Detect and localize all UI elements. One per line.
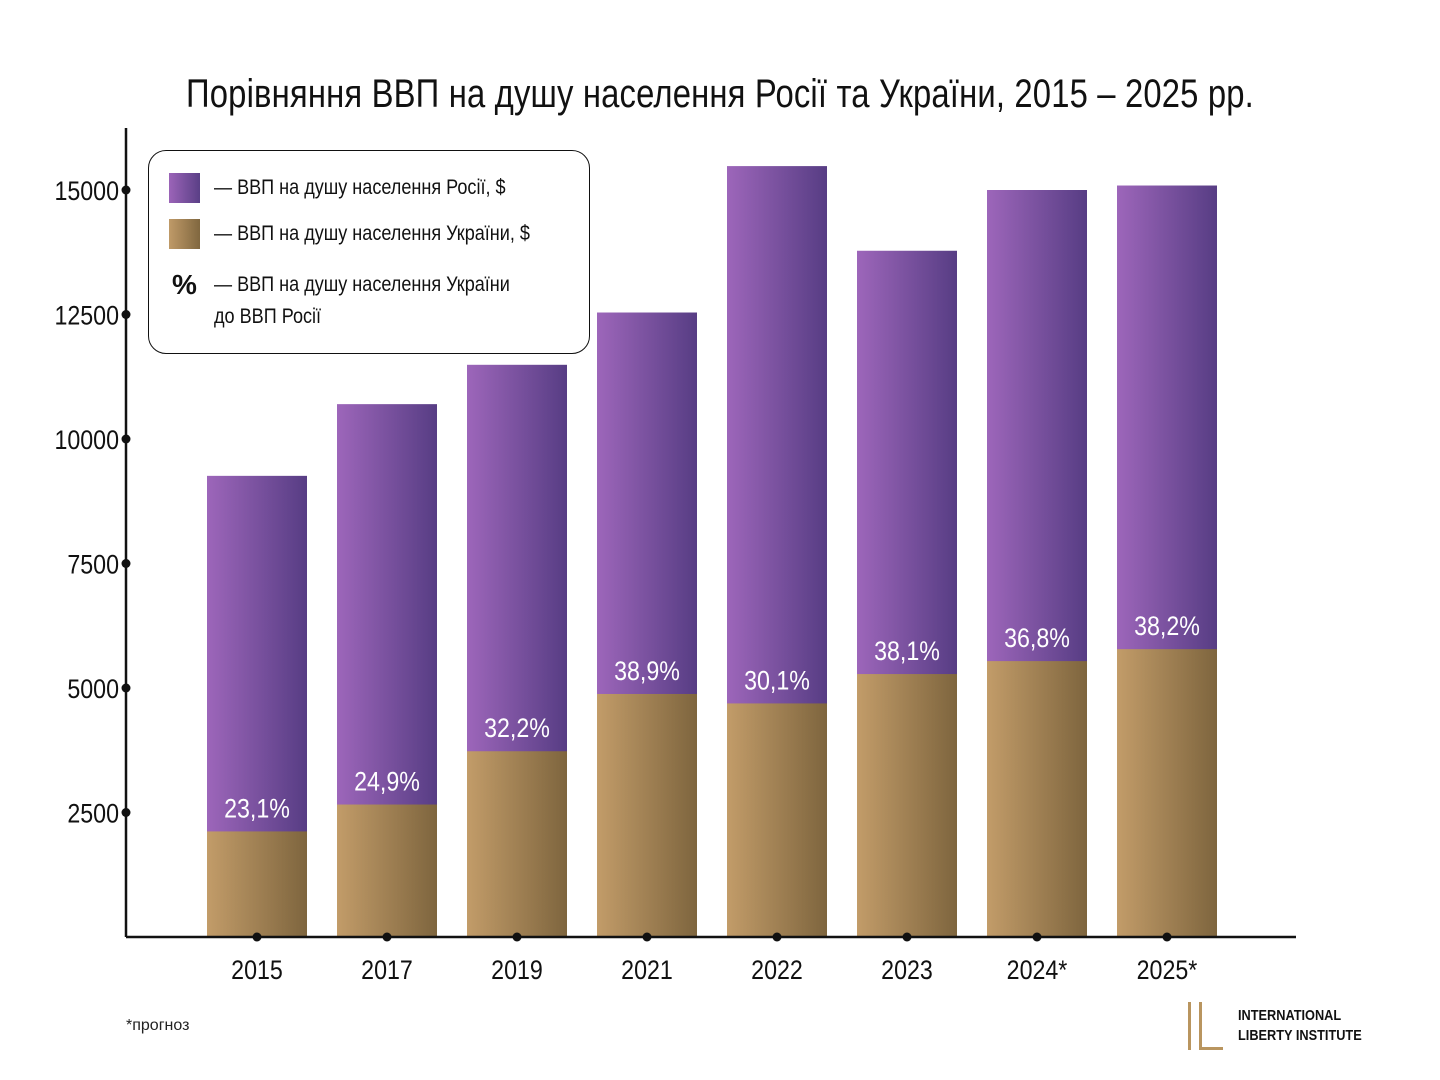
chart-title: Порівняння ВВП на душу населення Росії т… [186, 72, 1254, 116]
legend-label-ukraine: — ВВП на душу населення України, $ [214, 222, 530, 245]
x-tick-dot [512, 932, 522, 942]
bar-ukraine [1117, 649, 1217, 937]
y-tick-dot [121, 559, 131, 568]
y-tick-label: 15000 [54, 176, 119, 206]
bar-ukraine [467, 751, 567, 937]
ratio-label: 38,2% [1134, 612, 1200, 642]
x-tick-dot [1032, 932, 1042, 942]
ratio-label: 36,8% [1004, 624, 1070, 654]
x-tick-dot [1162, 932, 1172, 942]
x-tick-dot [902, 932, 912, 942]
bar-ukraine [597, 693, 697, 937]
y-tick-label: 2500 [67, 799, 119, 829]
ratio-label: 38,1% [874, 636, 940, 666]
x-tick-label: 2015 [231, 955, 283, 985]
bar-ukraine [727, 703, 827, 937]
x-tick-label: 2022 [751, 955, 803, 985]
x-tick-dot [642, 932, 652, 942]
ratio-label: 23,1% [224, 794, 290, 824]
logo-line1: International [1238, 1007, 1342, 1024]
x-tick-label: 2017 [361, 955, 413, 985]
ratio-label: 32,2% [484, 714, 550, 744]
bar-ukraine [857, 674, 957, 937]
legend-item-russia: — ВВП на душу населення Росії, $ [169, 173, 553, 203]
legend-label-ratio-line2: до ВВП Росії [214, 305, 322, 328]
y-tick-label: 12500 [54, 301, 119, 331]
bar-ukraine [987, 661, 1087, 937]
y-tick-label: 10000 [54, 425, 119, 455]
x-tick-label: 2019 [491, 955, 543, 985]
y-tick-dot [121, 310, 131, 319]
logo: International Liberty Institute [1186, 1000, 1366, 1056]
footnote: *прогноз [126, 1017, 190, 1034]
logo-text: International Liberty Institute [1238, 1006, 1362, 1046]
legend-item-ukraine: — ВВП на душу населення України, $ [169, 219, 581, 249]
legend-swatch-ukraine [169, 219, 200, 249]
y-tick-label: 5000 [67, 674, 119, 704]
x-tick-dot [382, 932, 392, 942]
legend-label-ratio-line1: — ВВП на душу населення України [214, 273, 510, 296]
y-tick-dot [121, 808, 131, 817]
x-tick-dot [252, 932, 262, 942]
x-tick-label: 2023 [881, 955, 933, 985]
x-tick-label: 2025* [1137, 955, 1198, 985]
bar-ukraine [337, 804, 437, 937]
x-tick-dot [772, 932, 782, 942]
ratio-label: 38,9% [614, 656, 680, 686]
x-tick-label: 2021 [621, 955, 673, 985]
ratio-label: 30,1% [744, 666, 810, 696]
legend-item-ratio-cont: до ВВП Росії [214, 305, 338, 329]
logo-mark-icon [1188, 1002, 1223, 1050]
legend-label-russia: — ВВП на душу населення Росії, $ [214, 176, 506, 199]
y-tick-label: 7500 [67, 550, 119, 580]
legend: — ВВП на душу населення Росії, $ — ВВП н… [148, 150, 590, 354]
y-tick-dot [121, 185, 131, 195]
y-tick-dot [121, 683, 131, 693]
bar-ukraine [207, 831, 307, 937]
ratio-label: 24,9% [354, 767, 420, 797]
x-tick-label: 2024* [1007, 955, 1068, 985]
y-tick-dot [121, 434, 131, 444]
legend-swatch-russia [169, 173, 200, 203]
logo-line2: Liberty Institute [1238, 1027, 1362, 1044]
legend-item-ratio: % — ВВП на душу населення України [169, 269, 558, 301]
percent-symbol: % [172, 269, 197, 300]
